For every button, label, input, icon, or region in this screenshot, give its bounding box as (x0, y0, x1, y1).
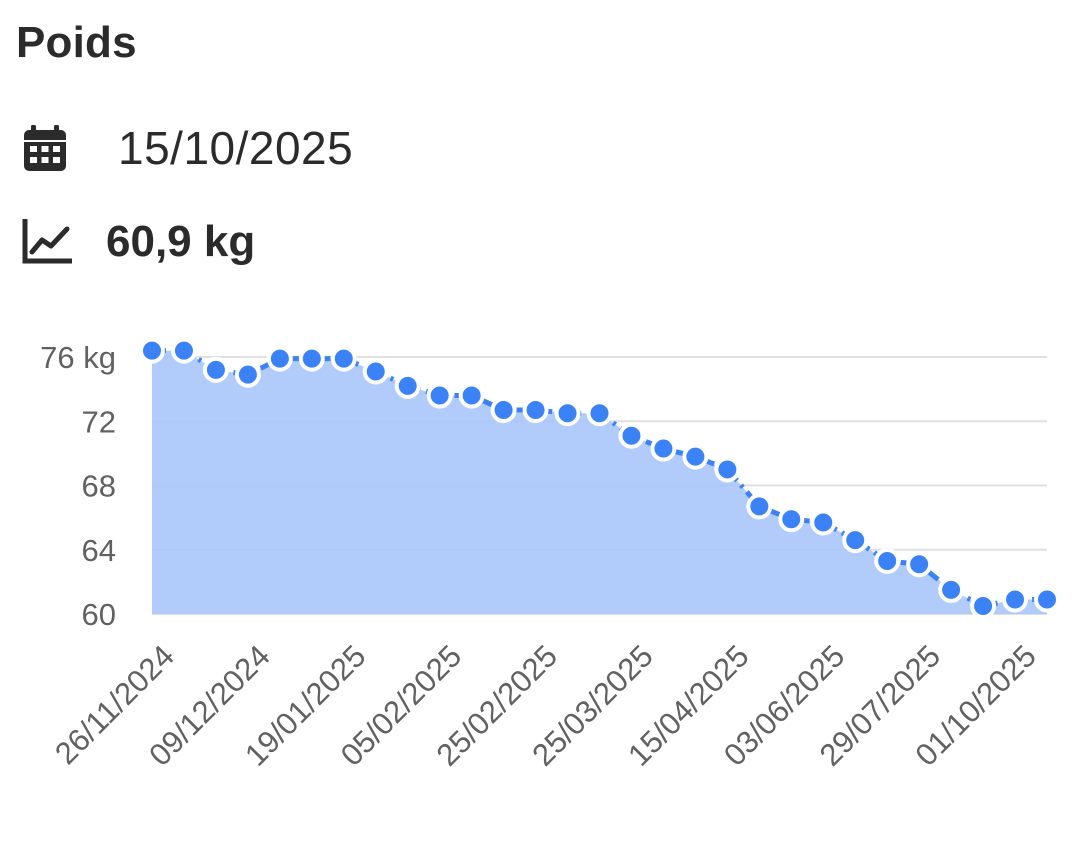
data-point[interactable] (426, 382, 453, 409)
data-point[interactable] (970, 592, 997, 619)
weight-area (152, 350, 1047, 614)
trend-chart-icon (22, 214, 74, 270)
data-point[interactable] (522, 397, 549, 424)
data-point[interactable] (330, 345, 357, 372)
data-point[interactable] (810, 509, 837, 536)
date-row: 15/10/2025 (22, 120, 353, 176)
data-point[interactable] (266, 345, 293, 372)
current-weight: 60,9 kg (106, 217, 256, 266)
data-point[interactable] (202, 356, 229, 383)
data-point[interactable] (650, 435, 677, 462)
y-axis-labels: 76 kg 72 68 64 60 (40, 340, 116, 632)
data-point[interactable] (298, 345, 325, 372)
data-point[interactable] (842, 527, 869, 554)
date-value: 15/10/2025 (118, 122, 354, 174)
data-point[interactable] (458, 382, 485, 409)
data-point[interactable] (139, 337, 165, 364)
page-title: Poids (16, 18, 137, 67)
y-tick-label: 72 (82, 404, 116, 439)
data-point[interactable] (778, 506, 805, 533)
weight-points[interactable] (139, 337, 1060, 619)
x-axis-labels: 26/11/202409/12/202419/01/202505/02/2025… (48, 638, 1043, 772)
data-point[interactable] (394, 372, 421, 399)
data-point[interactable] (554, 400, 581, 427)
data-point[interactable] (682, 443, 709, 470)
weight-chart: 76 kg 72 68 64 60 26/11/202409/12/202419/01/… (40, 337, 1060, 773)
data-point[interactable] (906, 551, 933, 578)
calendar-icon (22, 120, 74, 176)
data-point[interactable] (1034, 586, 1060, 613)
y-tick-label: 60 (82, 597, 116, 632)
data-point[interactable] (362, 358, 389, 385)
data-point[interactable] (938, 576, 965, 603)
data-point[interactable] (1002, 586, 1029, 613)
y-tick-label: 68 (82, 469, 116, 504)
data-point[interactable] (746, 493, 773, 520)
y-tick-label: 64 (82, 533, 116, 568)
data-point[interactable] (586, 400, 613, 427)
y-tick-label: 76 kg (40, 340, 116, 375)
data-point[interactable] (490, 397, 517, 424)
data-point[interactable] (618, 422, 645, 449)
data-point[interactable] (874, 547, 901, 574)
data-point[interactable] (170, 337, 197, 364)
data-point[interactable] (714, 456, 741, 483)
data-point[interactable] (234, 361, 261, 388)
weight-row: 60,9 kg (22, 214, 255, 270)
